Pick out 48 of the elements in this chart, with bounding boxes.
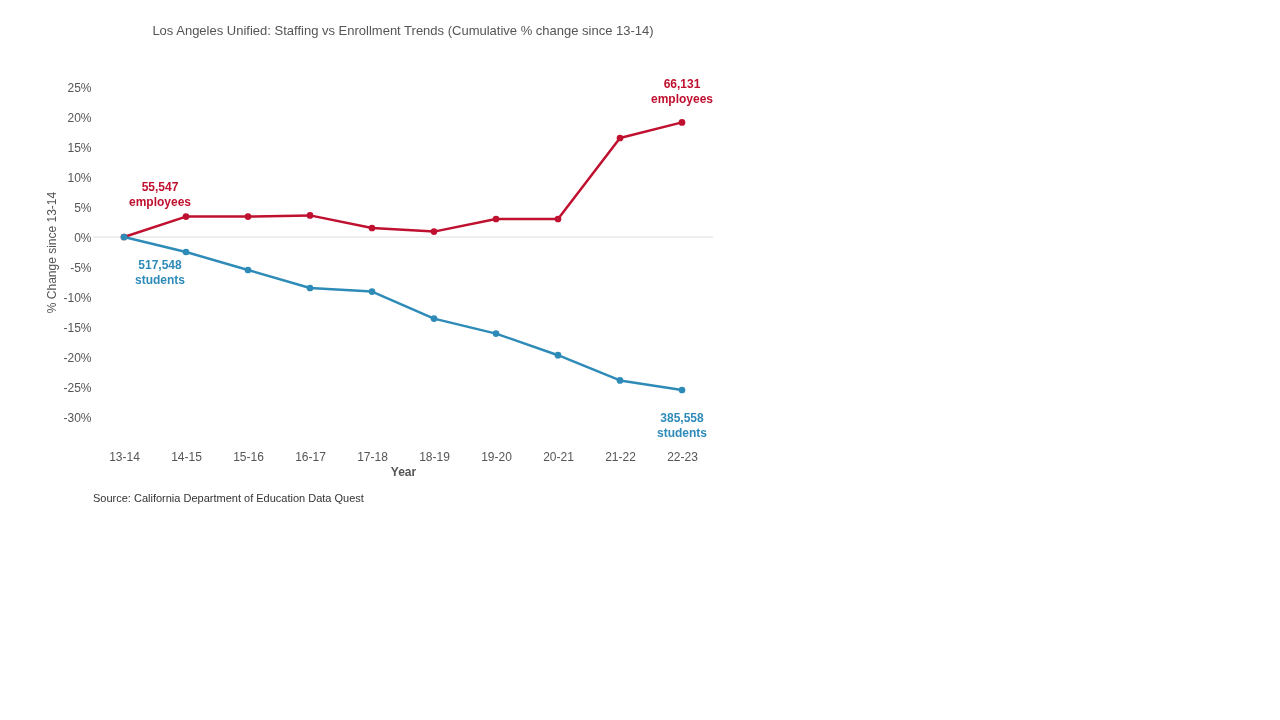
point [182,213,190,220]
point [616,377,624,384]
point [678,119,686,126]
y-tick-label: 20% [67,110,92,125]
x-tick-label: 20-21 [543,449,575,464]
y-tick-label: -30% [63,410,92,425]
x-tick-label: 17-18 [357,449,389,464]
x-tick-label: 13-14 [109,449,141,464]
x-tick-label: 16-17 [295,449,327,464]
point [492,215,500,223]
point [182,248,190,256]
annotation: 55,547 employees [128,180,192,209]
point [554,351,562,359]
y-tick-label: 0% [74,230,92,245]
source-note: Source: California Department of Education Data Quest [93,492,364,504]
y-tick-label: 10% [67,170,92,185]
annotation: 517,548 students [134,258,186,287]
x-tick-label: 18-19 [419,449,451,464]
point [244,213,252,220]
y-axis-title: % Change since 13-14 [45,191,60,314]
point [430,315,438,322]
point [616,134,624,142]
point [430,228,438,235]
y-tick-label: -15% [63,320,92,335]
x-tick-label: 22-23 [667,449,699,464]
point [306,284,314,292]
y-tick-label: -5% [70,260,92,275]
y-tick-label: -25% [63,380,92,395]
point [368,288,376,295]
point [678,386,686,394]
y-tick-label: -20% [63,350,92,365]
chart-title: Los Angeles Unified: Staffing vs Enrollment Trends (Cumulative % change since 13-14) [152,23,654,39]
point [554,215,562,223]
point [244,266,252,274]
y-tick-label: 15% [67,140,92,155]
x-axis-title: Year [390,464,417,479]
x-tick-label: 15-16 [233,449,265,464]
annotation: 385,558 students [656,411,708,440]
point [306,212,314,219]
x-tick-label: 19-20 [481,449,513,464]
x-tick-label: 14-15 [171,449,203,464]
point [492,330,500,337]
x-tick-label: 21-22 [605,449,637,464]
y-tick-label: 5% [74,200,92,215]
y-tick-label: -10% [63,290,92,305]
point [368,224,376,232]
y-tick-label: 25% [67,80,92,95]
annotation: 66,131 employees [650,77,714,107]
